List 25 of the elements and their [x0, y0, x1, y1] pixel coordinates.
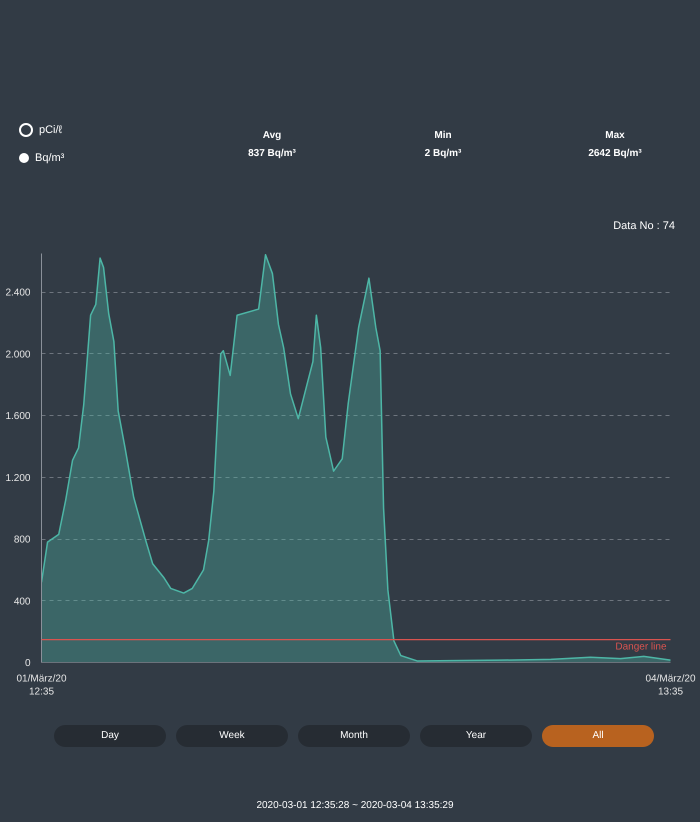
y-tick-label: 2.400	[5, 288, 31, 299]
text: Year	[420, 725, 532, 747]
text: All	[542, 725, 654, 747]
y-tick-label: 400	[14, 596, 31, 608]
text: Bq/m³	[34, 151, 64, 166]
y-tick-label: 1.200	[5, 472, 31, 484]
text: Week	[176, 725, 288, 747]
text: Data No : 74	[613, 219, 675, 234]
y-tick-label: 2.000	[5, 349, 31, 360]
text: Min	[434, 130, 452, 141]
y-tick-label: 0	[24, 658, 31, 669]
x-tick-label: 04/März/20 13:35	[645, 674, 696, 698]
text: pCi/ℓ	[38, 123, 62, 138]
x-tick-label: 01/März/20 12:35	[16, 674, 67, 698]
ref-line-label: Danger line	[615, 642, 667, 653]
text: 2642 Bq/m³	[588, 148, 642, 160]
y-tick-label: 800	[14, 534, 31, 546]
y-tick-label: 1.600	[5, 411, 31, 422]
text: 837 Bq/m³	[248, 148, 296, 160]
text: Day	[54, 725, 166, 747]
text: 2 Bq/m³	[424, 148, 462, 160]
text: Max	[605, 130, 625, 141]
text: Month	[298, 725, 410, 747]
text: Avg	[262, 130, 282, 141]
text: 2020-03-01 12:35:28 ~ 2020-03-04 13:35:29	[255, 799, 455, 813]
